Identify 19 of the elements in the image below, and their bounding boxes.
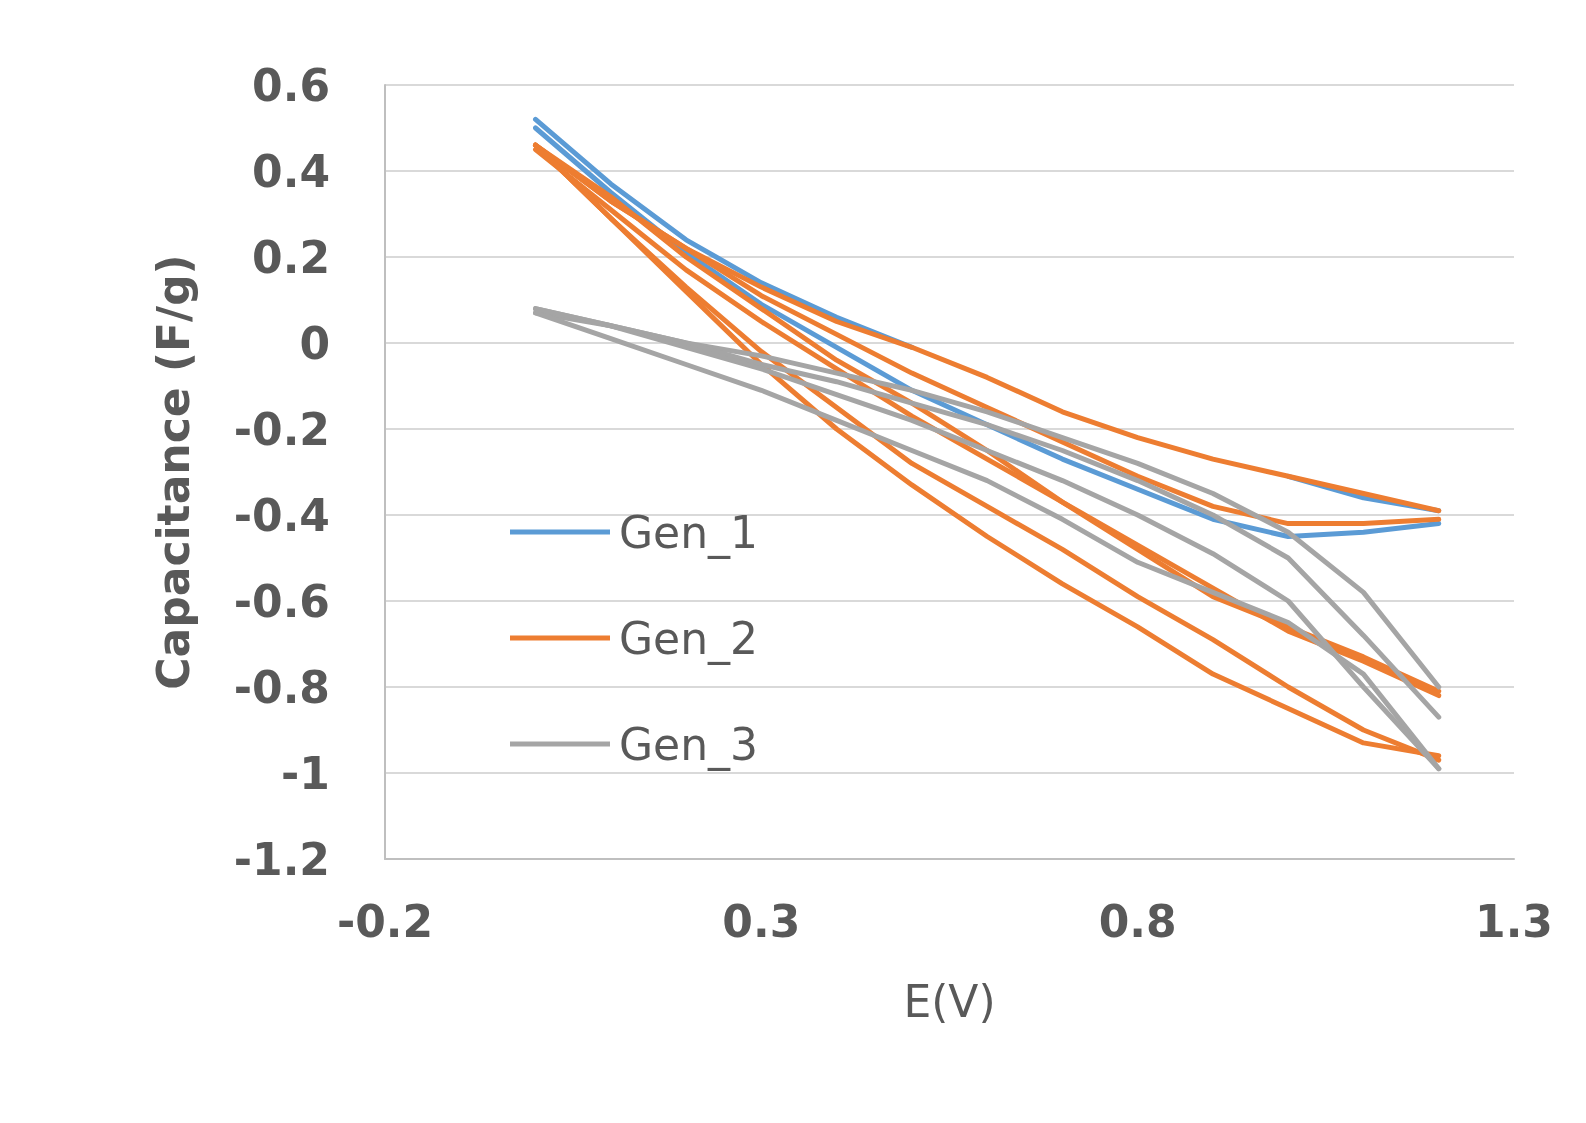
legend-label: Gen_1 [619,506,759,559]
y-axis-title: Capacitance (F/g) [147,254,199,690]
x-axis-title: E(V) [903,975,996,1027]
y-tick-label: 0.4 [252,145,330,197]
y-tick-label: 0.2 [252,231,330,283]
y-tick-label: -1 [281,747,330,799]
x-tick-label: 1.3 [1475,895,1553,947]
legend-label: Gen_2 [619,612,759,665]
y-tick-label: -0.2 [233,403,330,455]
y-tick-label: -0.6 [233,575,330,627]
y-tick-label: -1.2 [233,833,330,885]
y-tick-label: -0.8 [233,661,330,713]
y-tick-label: 0 [299,317,330,369]
legend-label: Gen_3 [619,718,759,771]
x-tick-label: -0.2 [336,895,434,947]
y-tick-label: 0.6 [252,59,330,111]
y-tick-label: -0.4 [233,489,330,541]
x-tick-label: 0.3 [722,895,801,947]
x-tick-label: 0.8 [1098,895,1177,947]
